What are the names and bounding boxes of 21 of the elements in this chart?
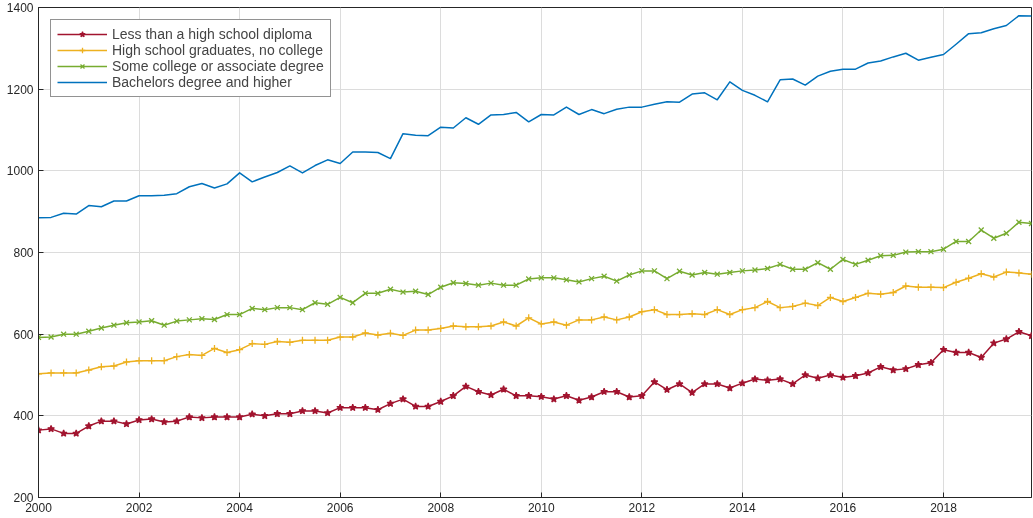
x-tick-label: 2002 bbox=[125, 500, 153, 515]
x-tick-label: 2018 bbox=[930, 500, 958, 515]
legend-label: High school graduates, no college bbox=[112, 42, 323, 58]
legend-label: Bachelors degree and higher bbox=[112, 74, 292, 90]
line-series bbox=[38, 14, 1032, 219]
y-tick-label: 600 bbox=[13, 327, 34, 342]
x-tick-label: 2014 bbox=[729, 500, 757, 515]
y-tick-label: 200 bbox=[13, 491, 34, 505]
y-tick-label: 1400 bbox=[6, 1, 34, 15]
legend-label: Some college or associate degree bbox=[112, 58, 324, 74]
y-tick-label: 1200 bbox=[6, 82, 34, 97]
y-tick-label: 400 bbox=[13, 409, 34, 424]
x-tick-label: 2008 bbox=[427, 500, 455, 515]
x-tick-label: 2006 bbox=[326, 500, 354, 515]
y-tick-label: 1000 bbox=[6, 164, 34, 179]
x-tick-label: 2012 bbox=[628, 500, 656, 515]
x-tick-label: 2016 bbox=[829, 500, 857, 515]
legend-label: Less than a high school diploma bbox=[112, 26, 313, 42]
y-tick-label: 800 bbox=[13, 246, 34, 260]
x-tick-label: 2010 bbox=[527, 500, 555, 515]
x-tick-label: 2004 bbox=[226, 500, 254, 515]
